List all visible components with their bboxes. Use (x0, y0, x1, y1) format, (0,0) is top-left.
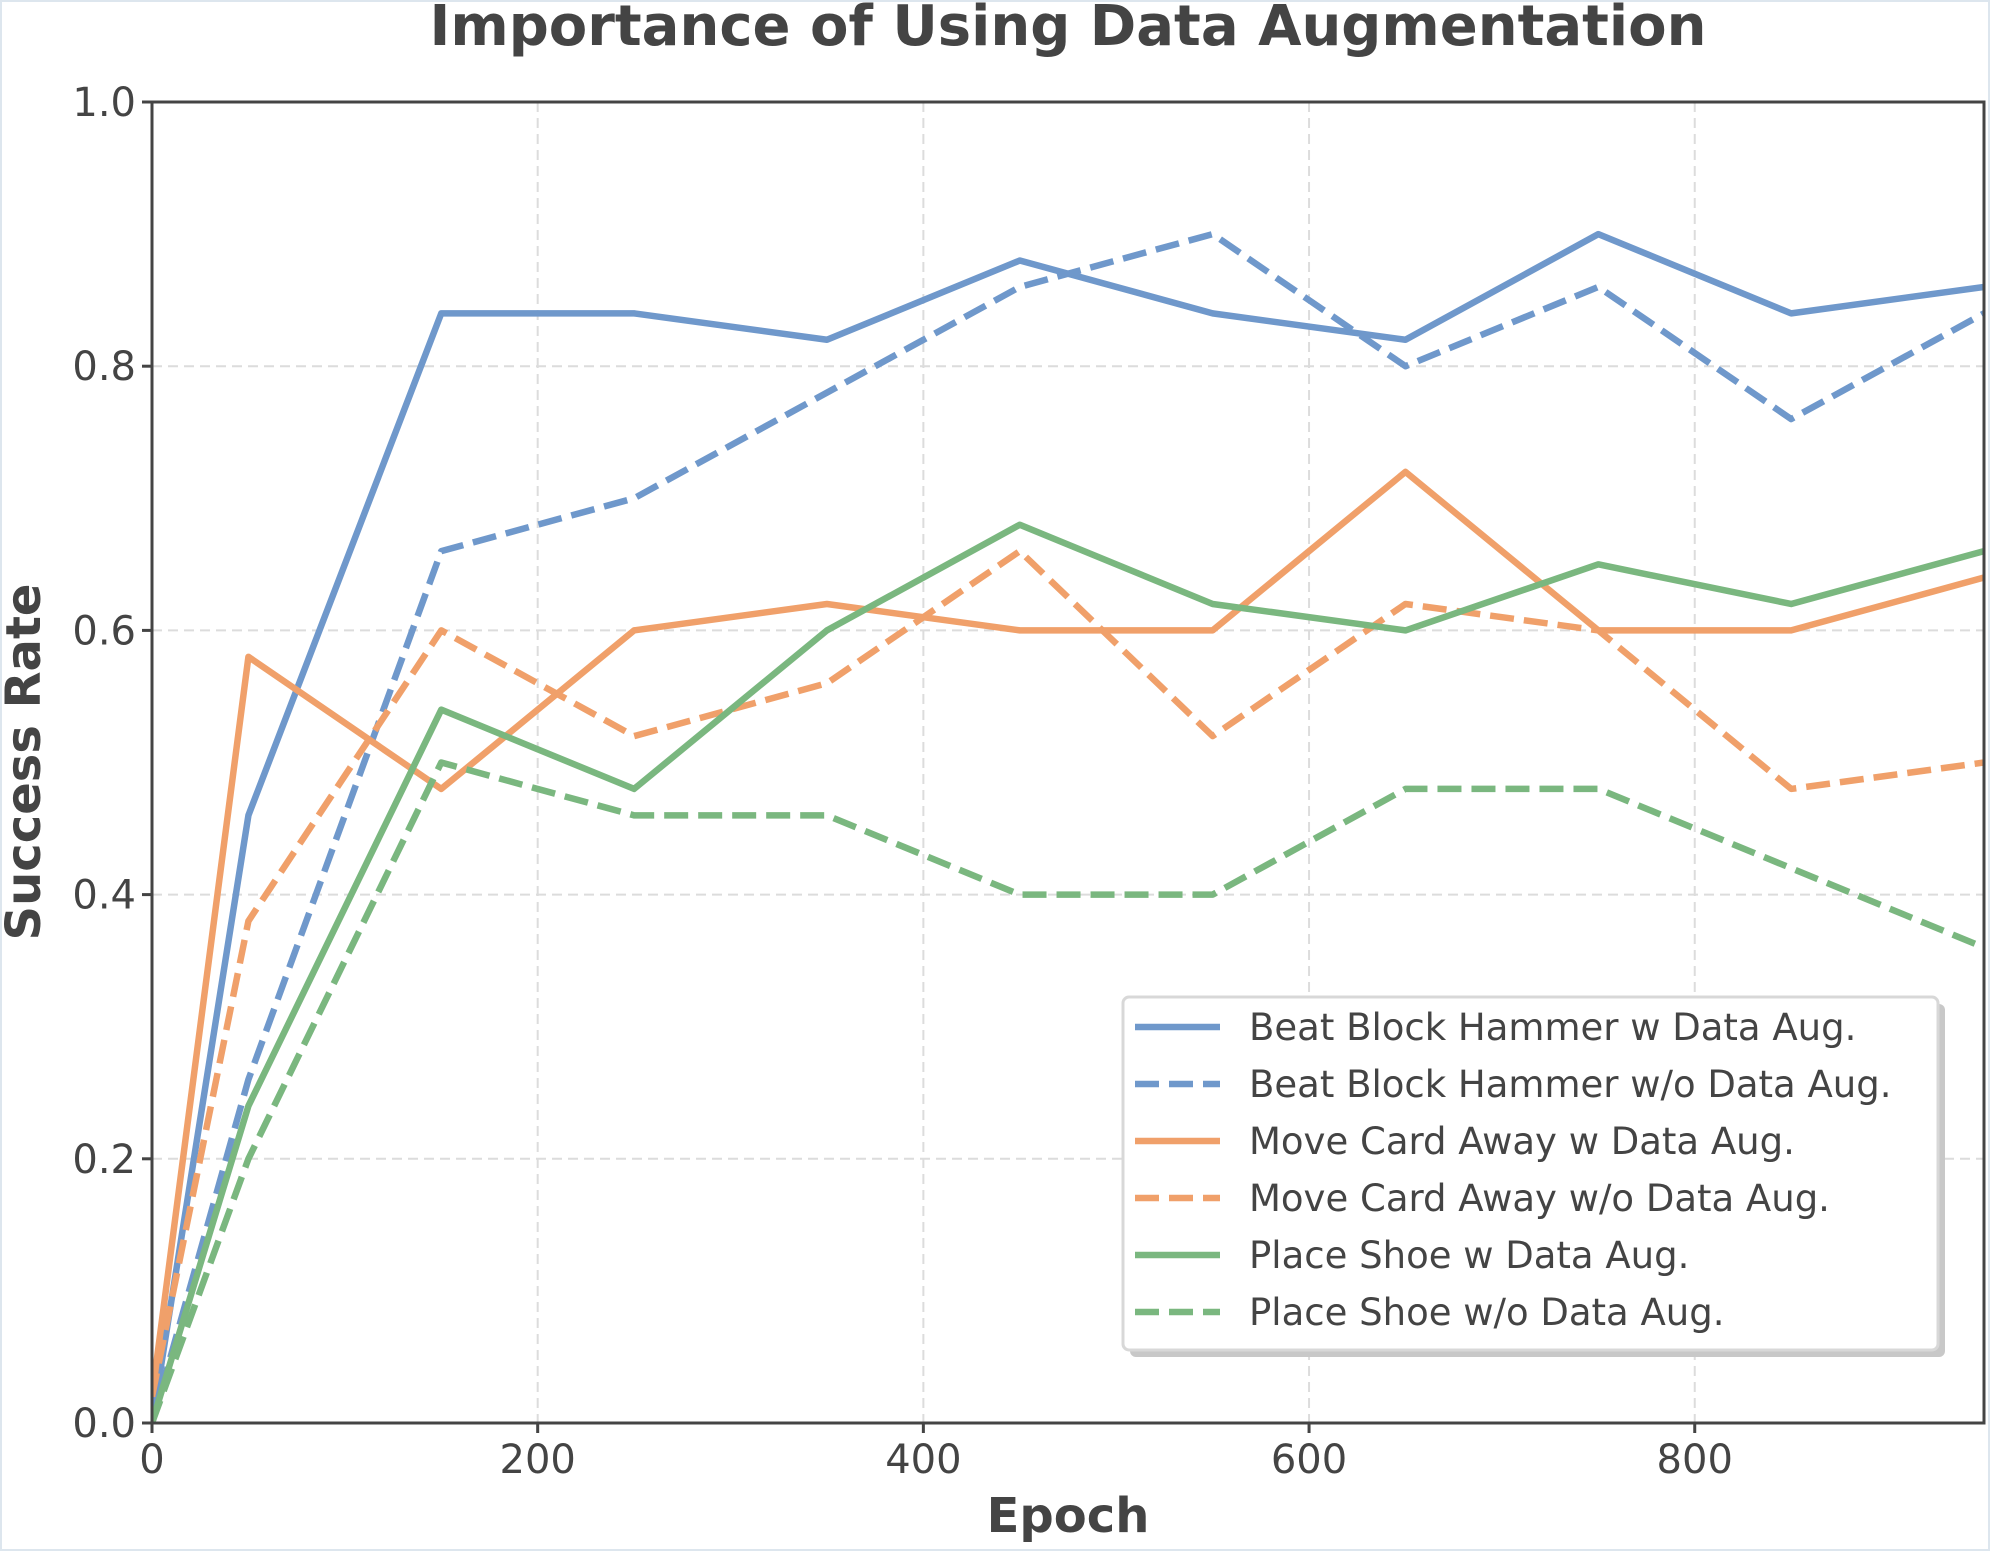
x-tick-label: 600 (1271, 1437, 1347, 1483)
x-tick-label: 200 (500, 1437, 576, 1483)
x-tick-label: 0 (139, 1437, 164, 1483)
series-line-3 (152, 547, 1984, 1398)
legend: Beat Block Hammer w Data Aug. Beat Block … (1121, 995, 1945, 1357)
x-tick-label: 400 (885, 1437, 961, 1483)
plot-frame (150, 100, 1986, 1425)
y-tick-label: 0.4 (72, 873, 136, 919)
legend-label: Place Shoe w Data Aug. (1249, 1234, 1689, 1277)
legend-box (1121, 995, 1940, 1352)
y-tick-label: 1.0 (72, 80, 136, 126)
chart-title: Importance of Using Data Augmentation (430, 0, 1707, 59)
series-group (151, 230, 1985, 1424)
y-tick-label: 0.8 (72, 344, 136, 390)
legend-label: Move Card Away w/o Data Aug. (1249, 1177, 1830, 1220)
legend-label: Beat Block Hammer w Data Aug. (1249, 1006, 1856, 1049)
ticks: 0 200 400 600 800 0.0 0.2 0.4 0.6 0.8 1.0 (72, 80, 1733, 1483)
y-tick-label: 0.6 (72, 608, 136, 654)
y-tick-label: 0.2 (72, 1137, 136, 1183)
legend-label: Move Card Away w Data Aug. (1249, 1120, 1795, 1163)
legend-label: Beat Block Hammer w/o Data Aug. (1249, 1063, 1891, 1106)
y-tick-label: 0.0 (72, 1401, 136, 1447)
y-axis-label: Success Rate (0, 584, 52, 941)
legend-label: Place Shoe w/o Data Aug. (1249, 1291, 1724, 1334)
x-tick-label: 800 (1657, 1437, 1733, 1483)
x-axis-label: Epoch (987, 1488, 1150, 1544)
